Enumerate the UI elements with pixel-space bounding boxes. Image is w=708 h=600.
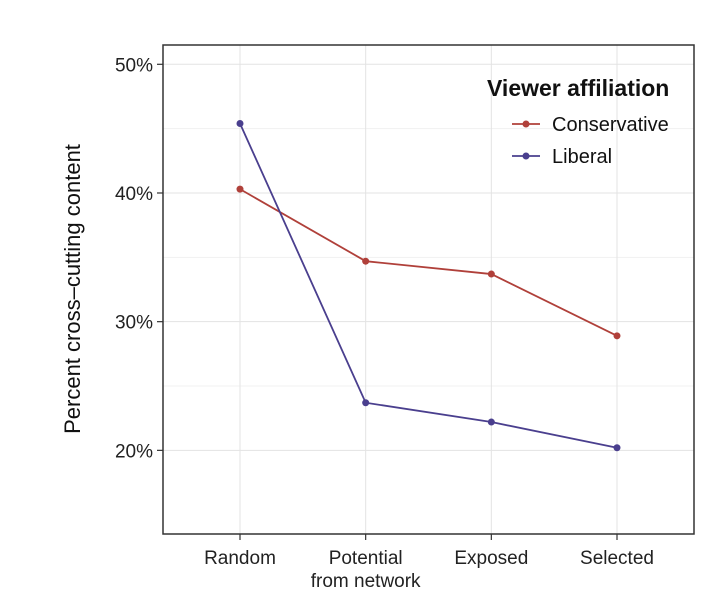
y-axis-label: Percent cross–cutting content [60,144,85,434]
x-tick-label: Selected [580,548,654,569]
legend-marker [522,152,530,160]
series-liberal [236,119,621,452]
legend-marker [522,120,530,128]
grid [163,45,694,534]
data-point [236,185,244,193]
y-tick-label: 40% [115,184,153,205]
y-tick-label: 30% [115,313,153,334]
series-line [239,123,618,449]
x-tick-label: Random [204,548,276,569]
legend-label: Conservative [552,114,669,136]
series-line [239,188,618,337]
data-point [362,257,370,265]
data-point [487,270,495,278]
plot-frame [162,44,695,535]
data-point [236,119,244,127]
y-tick-label: 50% [115,55,153,76]
legend: Viewer affiliation Conservative Liberal [487,75,669,168]
data-point [613,332,621,340]
legend-item-conservative: Conservative [512,114,669,136]
data-point [362,399,370,407]
legend-label: Liberal [552,146,612,168]
y-axis-ticks: 20% 30% 40% 50% [115,55,163,462]
x-tick-label: Potential from network [311,548,421,592]
x-axis-ticks: Random Potential from network Exposed Select… [204,534,654,592]
y-tick-label: 20% [115,441,153,462]
legend-title: Viewer affiliation [487,75,669,101]
series-layer [236,119,621,452]
legend-item-liberal: Liberal [512,146,612,168]
x-tick-label: Exposed [454,548,528,569]
legend-items: Conservative Liberal [512,114,669,168]
data-point [487,418,495,426]
series-conservative [236,185,621,340]
data-point [613,444,621,452]
